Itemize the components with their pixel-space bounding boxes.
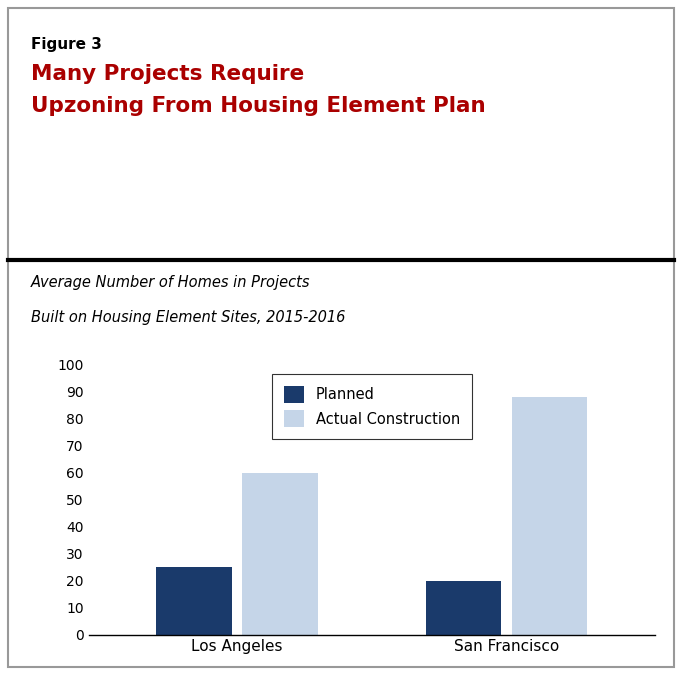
Bar <box>512 397 587 634</box>
Bar <box>242 472 318 634</box>
Text: Average Number of Homes in Projects: Average Number of Homes in Projects <box>31 275 310 290</box>
Legend: Planned, Actual Construction: Planned, Actual Construction <box>272 375 471 439</box>
Text: Upzoning From Housing Element Plan: Upzoning From Housing Element Plan <box>31 96 486 116</box>
Text: Many Projects Require: Many Projects Require <box>31 64 304 84</box>
Bar <box>156 567 231 634</box>
Text: Figure 3: Figure 3 <box>31 37 102 52</box>
Bar <box>426 580 501 634</box>
Text: Built on Housing Element Sites, 2015-2016: Built on Housing Element Sites, 2015-201… <box>31 310 345 325</box>
